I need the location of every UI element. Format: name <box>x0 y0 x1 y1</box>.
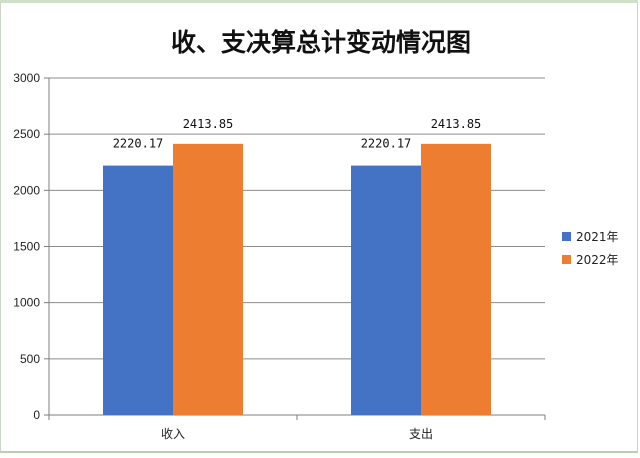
x-tick-label: 支出 <box>409 427 433 441</box>
bar <box>421 143 491 415</box>
chart-title: 收、支决算总计变动情况图 <box>171 28 471 57</box>
data-label: 2413.85 <box>183 117 234 131</box>
bar <box>103 165 173 415</box>
y-tick-label: 0 <box>33 408 40 422</box>
bar <box>351 165 421 415</box>
data-label: 2413.85 <box>431 117 482 131</box>
bars <box>103 143 491 415</box>
y-tick-label: 500 <box>20 352 40 366</box>
y-tick-label: 1000 <box>13 296 40 310</box>
legend-swatch <box>562 232 571 241</box>
legend: 2021年 2022年 <box>562 230 619 267</box>
bar <box>173 143 243 415</box>
legend-swatch <box>562 255 571 264</box>
y-tick-label: 3000 <box>13 71 40 85</box>
data-label: 2220.17 <box>113 137 164 151</box>
data-label: 2220.17 <box>361 137 412 151</box>
y-tick-label: 2500 <box>13 127 40 141</box>
y-tick-label: 1500 <box>13 240 40 254</box>
y-tick-label: 2000 <box>13 183 40 197</box>
legend-label: 2021年 <box>576 230 619 244</box>
data-labels: 2220.17 2413.85 2220.17 2413.85 <box>113 117 482 151</box>
x-tick-label: 收入 <box>161 427 185 441</box>
bar-chart: 收、支决算总计变动情况图 0 500 1000 1500 2000 2500 3000 收入 支… <box>13 28 619 441</box>
legend-label: 2022年 <box>576 253 619 267</box>
